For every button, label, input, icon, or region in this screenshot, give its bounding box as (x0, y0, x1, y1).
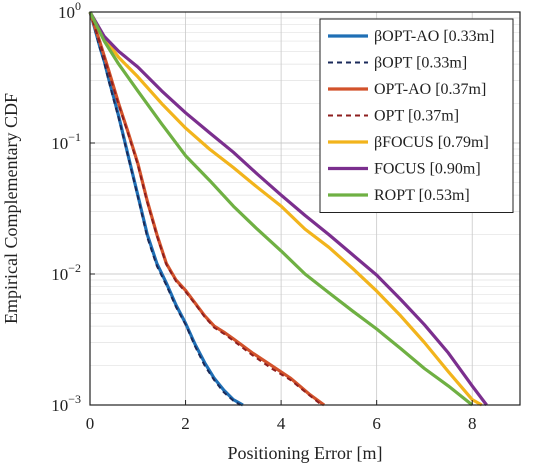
y-tick-label: 100 (58, 0, 81, 22)
legend-label: FOCUS [0.90m] (374, 161, 481, 178)
series-line-7 (88, 11, 474, 407)
x-tick-label: 8 (468, 414, 477, 433)
x-tick-label: 6 (372, 414, 381, 433)
legend-label: βOPT-AO [0.33m] (374, 28, 494, 45)
series-line-4 (89, 11, 323, 406)
y-tick-label: 10−3 (51, 392, 81, 415)
x-tick-label: 4 (277, 414, 286, 433)
y-tick-label: 10−2 (51, 261, 81, 284)
series-line-2 (89, 11, 242, 406)
ticks: 0 2 4 6 8 100 10−1 10−2 10−3 (51, 0, 476, 433)
legend-label: OPT-AO [0.37m] (374, 81, 486, 98)
y-tick-label: 10−1 (51, 130, 81, 153)
x-tick-label: 2 (181, 414, 190, 433)
series-line-6 (88, 11, 488, 406)
series-line-3 (88, 11, 326, 407)
legend-label: βOPT [0.33m] (374, 55, 467, 72)
x-tick-label: 0 (86, 414, 95, 433)
x-axis-label: Positioning Error [m] (228, 443, 383, 463)
legend-label: βFOCUS [0.79m] (374, 134, 489, 151)
y-axis-label: Empirical Complementary CDF (1, 93, 21, 324)
plot-frame (89, 11, 521, 406)
series-line-1 (88, 11, 244, 407)
legend-label: OPT [0.37m] (374, 108, 459, 125)
legend-label: ROPT [0.53m] (374, 187, 470, 204)
series-lines (88, 11, 488, 407)
legend: βOPT-AO [0.33m] βOPT [0.33m] OPT-AO [0.37m… (319, 18, 514, 213)
legend-box (319, 18, 514, 213)
series-line-5 (88, 11, 483, 407)
